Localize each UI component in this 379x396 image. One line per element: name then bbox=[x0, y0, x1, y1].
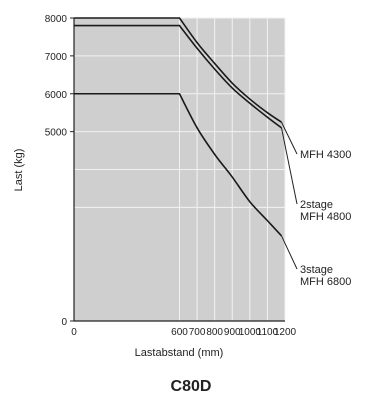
series-label-line: 2stage bbox=[300, 199, 333, 211]
y-tick-label-6000: 6000 bbox=[45, 90, 68, 101]
y-tick-label-5000: 5000 bbox=[45, 128, 68, 139]
leader-line-1 bbox=[281, 121, 298, 155]
series-lines bbox=[74, 17, 283, 237]
label-leaders bbox=[280, 121, 298, 270]
x-tick-label-900: 900 bbox=[224, 327, 241, 338]
x-tick-label-700: 700 bbox=[189, 327, 206, 338]
y-tick-labels: 0 5000 6000 7000 8000 bbox=[45, 14, 74, 328]
series-labels: MFH 4300 2stage MFH 4800 3stage MFH 6800 bbox=[300, 149, 351, 288]
x-axis-title: Lastabstand (mm) bbox=[135, 347, 224, 359]
leader-line-3 bbox=[281, 235, 298, 270]
series-line-2 bbox=[74, 24, 282, 129]
series-line-1 bbox=[74, 17, 282, 123]
x-tick-label-600: 600 bbox=[171, 327, 188, 338]
y-axis-title: Last (kg) bbox=[13, 149, 25, 192]
series-label-line: MFH 6800 bbox=[300, 276, 351, 288]
chart-caption: C80D bbox=[171, 378, 212, 395]
x-tick-label-800: 800 bbox=[206, 327, 223, 338]
series-label-1: MFH 4300 bbox=[300, 149, 351, 161]
x-tick-label-1200: 1200 bbox=[274, 327, 297, 338]
series-line-3 bbox=[74, 92, 283, 237]
y-tick-label-0: 0 bbox=[61, 317, 67, 328]
x-tick-label-0: 0 bbox=[71, 327, 77, 338]
series-label-2: 2stage MFH 4800 bbox=[300, 199, 351, 223]
y-tick-label-8000: 8000 bbox=[45, 14, 68, 25]
series-label-line: MFH 4300 bbox=[300, 149, 351, 161]
x-tick-label-1100: 1100 bbox=[257, 327, 279, 338]
y-tick-label-7000: 7000 bbox=[45, 52, 68, 63]
series-label-3: 3stage MFH 6800 bbox=[300, 264, 351, 288]
leader-line-2 bbox=[280, 127, 298, 205]
x-tick-label-1000: 1000 bbox=[239, 327, 262, 338]
series-label-line: 3stage bbox=[300, 264, 333, 276]
series-label-line: MFH 4800 bbox=[300, 211, 351, 223]
